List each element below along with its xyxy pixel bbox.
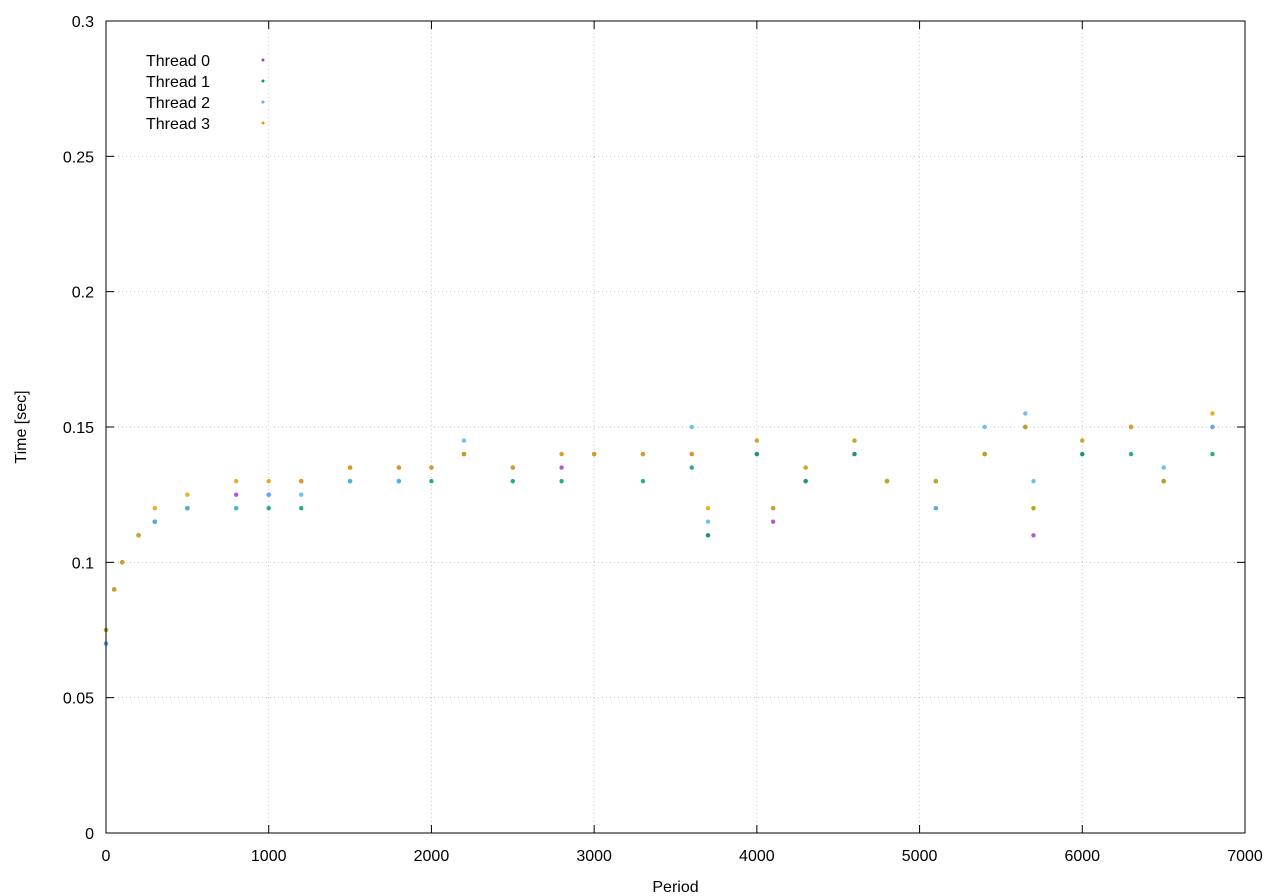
data-point-thread-1 [754, 451, 760, 457]
data-point-thread-3 [120, 560, 125, 565]
data-point-thread-0 [1031, 533, 1036, 538]
legend-label: Thread 2 [146, 95, 210, 112]
data-point-thread-3 [461, 451, 467, 457]
data-point-thread-3 [982, 451, 987, 457]
data-point-thread-2 [299, 492, 304, 497]
data-point-thread-3 [1031, 506, 1036, 511]
data-point-thread-2 [347, 478, 353, 484]
data-point-thread-3 [770, 506, 776, 511]
data-point-thread-3 [266, 478, 271, 484]
data-point-thread-1 [689, 465, 694, 470]
data-point-thread-3 [1023, 424, 1028, 430]
data-point-thread-1 [705, 533, 711, 538]
tick-labels: 0 1000 2000 3000 4000 5000 6000 7000 0 0.05 0.1 0.1… [63, 14, 1263, 865]
data-point-thread-1 [266, 506, 271, 511]
legend-label: Thread 3 [146, 116, 210, 133]
data-point-thread-3 [429, 465, 434, 470]
data-point-thread-3 [1080, 438, 1085, 443]
data-point-thread-3 [933, 478, 939, 484]
data-point-thread-3 [803, 465, 808, 470]
data-point-thread-2 [152, 519, 158, 524]
axis-ticks [105, 20, 1246, 834]
y-tick-label: 0.15 [63, 420, 94, 437]
data-point-thread-1 [429, 478, 434, 484]
x-tick-label: 0 [102, 848, 111, 865]
x-tick-label: 3000 [576, 848, 612, 865]
data-point-thread-2 [982, 424, 987, 430]
y-tick-label: 0.2 [72, 285, 94, 302]
data-point-thread-2 [1210, 424, 1215, 430]
data-point-thread-3 [111, 587, 117, 592]
data-point-thread-3 [1161, 478, 1166, 484]
legend: Thread 0 Thread 1 Thread 2 Thread 3 [146, 53, 265, 133]
data-point-thread-2 [933, 506, 939, 511]
data-point-thread-1 [640, 478, 646, 484]
y-axis-title: Time [sec] [13, 390, 30, 463]
data-point-thread-3 [233, 478, 239, 484]
data-point-thread-2 [185, 506, 190, 511]
data-point-thread-1 [1080, 451, 1085, 457]
x-tick-label: 1000 [251, 848, 287, 865]
data-point-thread-2 [233, 506, 239, 511]
y-tick-label: 0.05 [63, 691, 94, 708]
data-point-thread-1 [852, 451, 857, 457]
x-tick-label: 6000 [1064, 848, 1100, 865]
data-point-thread-3 [299, 478, 304, 484]
data-point-thread-3 [559, 451, 564, 457]
data-point-thread-1 [1210, 451, 1215, 457]
legend-label: Thread 0 [146, 53, 210, 70]
data-point-thread-3 [1128, 424, 1134, 430]
grid [106, 21, 1245, 833]
data-point-thread-3 [152, 506, 158, 511]
data-point-thread-3 [689, 451, 694, 457]
data-point-thread-3 [1210, 411, 1215, 416]
x-tick-label: 7000 [1227, 848, 1263, 865]
data-point-thread-1 [1128, 451, 1134, 457]
data-point-thread-0 [559, 465, 564, 470]
legend-label: Thread 1 [146, 74, 210, 91]
y-tick-label: 0.3 [72, 14, 94, 31]
data-point-thread-3 [185, 492, 190, 497]
x-tick-label: 4000 [739, 848, 775, 865]
data-point-thread-3 [754, 438, 760, 443]
legend-marker [261, 58, 265, 62]
data-point-thread-3 [396, 465, 402, 470]
data-point-thread-2 [689, 424, 694, 430]
data-point-thread-1 [299, 506, 304, 511]
data-point-thread-2 [1161, 465, 1166, 470]
data-point-thread-3 [510, 465, 515, 470]
data-point-thread-3 [640, 451, 646, 457]
y-tick-label: 0 [85, 826, 94, 843]
data-point-thread-2 [1023, 411, 1028, 416]
data-point-thread-2 [266, 492, 271, 497]
data-point-thread-3 [705, 506, 711, 511]
data-point-thread-3 [591, 451, 597, 457]
data-point-thread-3 [884, 478, 890, 484]
data-point-thread-2 [396, 478, 402, 484]
data-point-thread-1 [559, 478, 564, 484]
x-tick-label: 2000 [414, 848, 450, 865]
y-tick-label: 0.1 [72, 555, 94, 572]
data-point-thread-3 [136, 533, 141, 538]
data-point-thread-3 [347, 465, 353, 470]
legend-marker [261, 79, 265, 83]
data-point-thread-2 [461, 438, 467, 443]
data-point-thread-2 [705, 519, 711, 524]
y-tick-label: 0.25 [63, 149, 94, 166]
data-point-thread-0 [233, 492, 239, 497]
x-tick-label: 5000 [902, 848, 938, 865]
legend-marker [261, 100, 265, 104]
legend-marker [261, 121, 265, 125]
data-point-thread-3 [852, 438, 857, 443]
data-point-thread-1 [803, 478, 808, 484]
data-point-thread-1 [510, 478, 515, 484]
x-axis-title: Period [652, 879, 698, 896]
data-point-thread-0 [770, 519, 776, 524]
data-point-thread-2 [1031, 478, 1036, 484]
data-points [103, 411, 1215, 646]
